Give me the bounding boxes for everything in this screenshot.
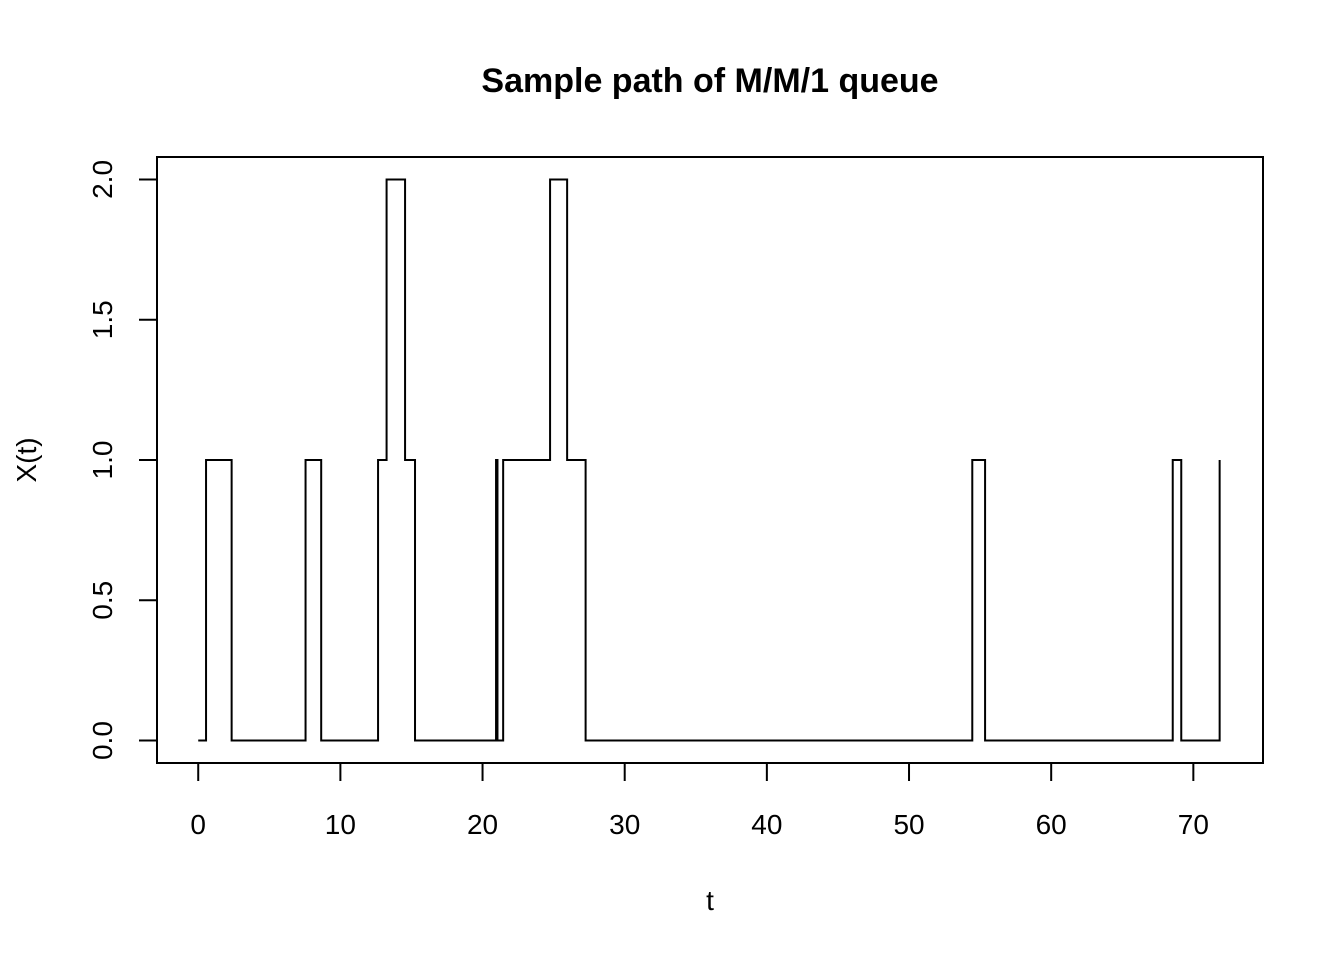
y-tick-label: 1.5 (87, 300, 118, 339)
y-tick-label: 0.0 (87, 721, 118, 760)
x-axis-label: t (706, 885, 714, 916)
x-tick-label: 40 (751, 809, 782, 840)
series-step-line (198, 178, 1221, 742)
y-axis: 0.0 0.5 1.0 1.5 2.0 (87, 160, 158, 760)
x-tick-label: 50 (893, 809, 924, 840)
data-layer (198, 178, 1221, 742)
x-tick-label: 70 (1178, 809, 1209, 840)
y-tick-label: 0.5 (87, 581, 118, 620)
plot-frame (156, 156, 1264, 764)
y-tick-label: 1.0 (87, 441, 118, 480)
y-axis-label: X(t) (11, 437, 42, 482)
x-tick-label: 60 (1036, 809, 1067, 840)
x-tick-label: 20 (467, 809, 498, 840)
chart-title: Sample path of M/M/1 queue (481, 62, 938, 100)
y-tick-label: 2.0 (87, 160, 118, 199)
x-tick-label: 30 (609, 809, 640, 840)
x-tick-label: 0 (190, 809, 206, 840)
x-tick-label: 10 (325, 809, 356, 840)
x-axis: 0 10 20 30 40 50 60 70 (190, 762, 1209, 840)
